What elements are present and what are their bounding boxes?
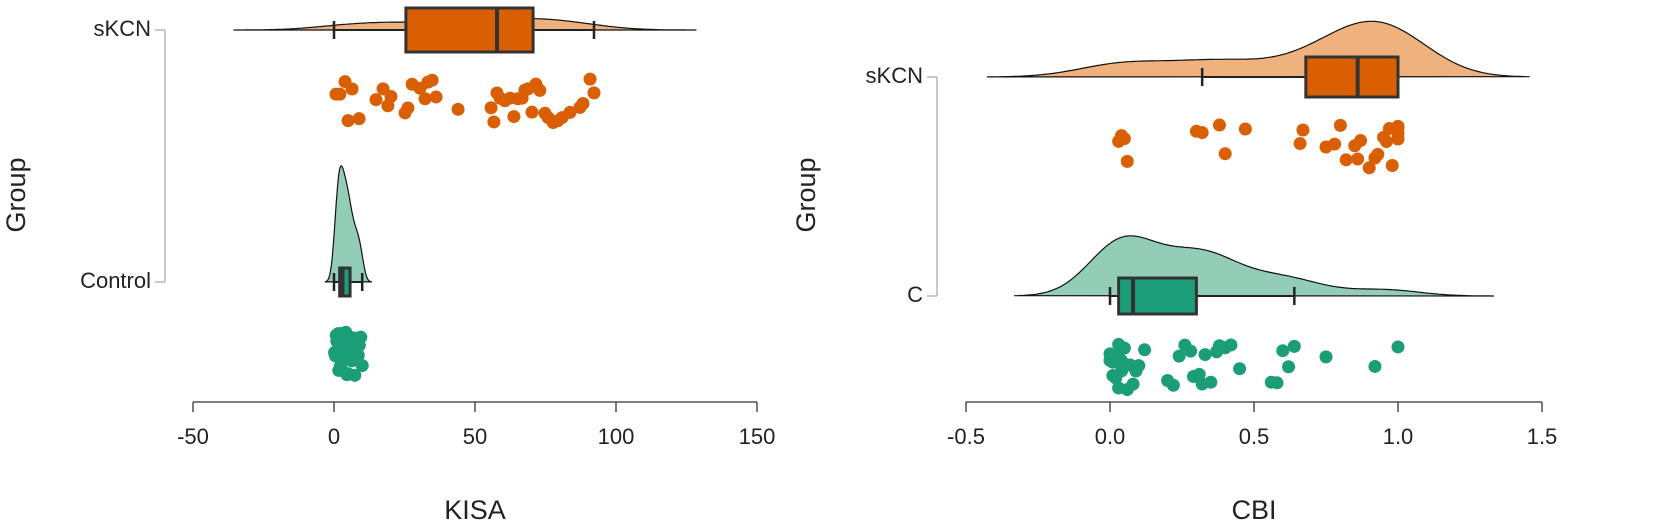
point xyxy=(1385,159,1399,173)
point xyxy=(348,368,362,382)
point xyxy=(1204,375,1218,389)
point xyxy=(1166,378,1180,392)
point xyxy=(451,102,465,116)
point xyxy=(1138,343,1152,357)
point xyxy=(1117,341,1131,355)
point xyxy=(369,93,383,107)
point xyxy=(1238,122,1252,136)
x-tick-label: 100 xyxy=(598,424,635,449)
x-tick-label: -0.5 xyxy=(947,424,985,449)
point xyxy=(1195,126,1209,140)
box xyxy=(1304,55,1400,99)
point xyxy=(583,72,597,86)
point xyxy=(1172,349,1186,363)
point xyxy=(1371,147,1385,161)
density-cloud xyxy=(324,165,372,283)
point xyxy=(1120,154,1134,168)
point xyxy=(351,348,365,362)
x-tick-label: 1.5 xyxy=(1527,424,1558,449)
point xyxy=(1132,359,1146,373)
x-tick-label: 0 xyxy=(328,424,340,449)
x-tick-label: 50 xyxy=(463,424,487,449)
point xyxy=(1293,137,1307,151)
point xyxy=(352,112,366,126)
x-tick-label: 1.0 xyxy=(1383,424,1414,449)
point xyxy=(1319,350,1333,364)
point xyxy=(425,73,439,87)
point xyxy=(1362,161,1376,175)
density-cloud xyxy=(1014,235,1494,297)
point xyxy=(1276,344,1290,358)
point xyxy=(1296,123,1310,137)
density-cloud xyxy=(986,20,1530,78)
x-tick-label: 0.0 xyxy=(1095,424,1126,449)
point xyxy=(1212,118,1226,132)
point xyxy=(341,114,355,128)
point xyxy=(484,101,498,115)
point xyxy=(1218,147,1232,161)
point xyxy=(1391,340,1405,354)
point xyxy=(1184,344,1198,358)
point xyxy=(533,83,547,97)
y-tick-label: C xyxy=(907,282,923,307)
x-tick-label: -50 xyxy=(177,424,209,449)
point xyxy=(1391,132,1405,146)
y-tick-label: sKCN xyxy=(94,16,151,41)
point xyxy=(1233,362,1247,376)
point xyxy=(1339,153,1353,167)
point xyxy=(1282,360,1296,374)
x-tick-label: 150 xyxy=(739,424,776,449)
y-axis-label: Group xyxy=(1,157,31,232)
point xyxy=(1333,118,1347,132)
point xyxy=(384,89,398,103)
point xyxy=(429,90,443,104)
point xyxy=(401,101,415,115)
y-tick-label: Control xyxy=(80,268,151,293)
point xyxy=(563,105,577,119)
box xyxy=(1117,276,1198,316)
box xyxy=(338,266,352,298)
point xyxy=(1379,135,1393,149)
point xyxy=(1126,377,1140,391)
point xyxy=(487,115,501,129)
x-tick-label: 0.5 xyxy=(1239,424,1270,449)
point xyxy=(1224,338,1238,352)
point xyxy=(587,86,601,100)
point xyxy=(1391,119,1405,133)
point xyxy=(1198,348,1212,362)
point xyxy=(333,87,347,101)
point xyxy=(1270,376,1284,390)
y-tick-label: sKCN xyxy=(866,63,923,88)
box xyxy=(404,6,535,54)
x-axis-label: CBI xyxy=(1231,495,1276,525)
point xyxy=(576,97,590,111)
point xyxy=(1287,339,1301,353)
x-axis-label: KISA xyxy=(444,495,506,525)
point xyxy=(418,92,432,106)
point xyxy=(1351,152,1365,166)
point xyxy=(345,82,359,96)
point xyxy=(1354,134,1368,148)
y-axis-label: Group xyxy=(791,157,821,232)
point xyxy=(507,110,521,124)
point xyxy=(525,105,539,119)
point xyxy=(355,359,369,373)
point xyxy=(1117,132,1131,146)
point xyxy=(1328,137,1342,151)
point xyxy=(1368,359,1382,373)
point xyxy=(354,330,368,344)
